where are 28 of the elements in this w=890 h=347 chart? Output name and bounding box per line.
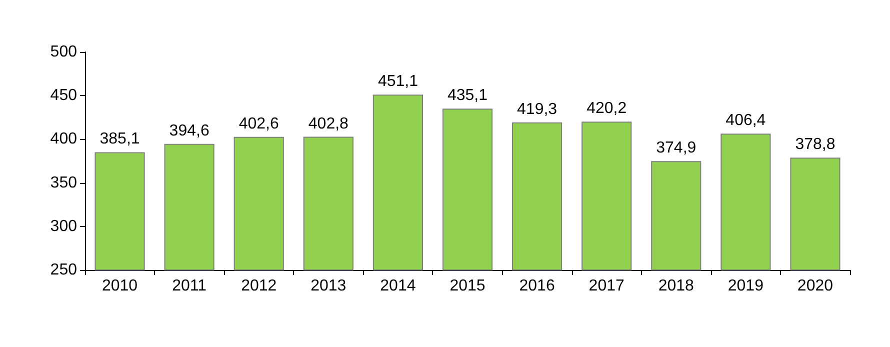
data-label: 374,9 xyxy=(656,140,696,157)
x-tick-label: 2012 xyxy=(241,278,277,294)
y-tick-label: 450 xyxy=(50,87,78,104)
x-tick-label: 2020 xyxy=(797,278,834,294)
data-label: 406,4 xyxy=(726,112,766,130)
y-tick-label: 500 xyxy=(50,44,78,60)
y-tick-label: 300 xyxy=(50,218,78,235)
x-tick-label: 2016 xyxy=(519,278,555,294)
data-label: 420,2 xyxy=(586,100,627,118)
x-tick-label: 2013 xyxy=(310,278,346,294)
x-tick-label: 2018 xyxy=(658,278,694,294)
y-tick-label: 400 xyxy=(50,130,78,148)
data-label: 385,1 xyxy=(100,130,140,148)
x-tick-label: 2015 xyxy=(450,278,486,294)
x-tick-label: 2017 xyxy=(588,278,624,294)
data-label: 419,3 xyxy=(517,100,558,118)
y-tick-label: 350 xyxy=(50,174,78,192)
x-tick-label: 2011 xyxy=(172,278,207,294)
data-label: 402,8 xyxy=(308,115,349,132)
data-label: 402,6 xyxy=(238,115,279,132)
data-label: 394,6 xyxy=(169,122,210,140)
x-tick-label: 2010 xyxy=(102,278,138,294)
x-tick-label: 2014 xyxy=(380,278,416,294)
data-label: 451,1 xyxy=(378,73,418,90)
y-tick-label: 250 xyxy=(50,262,78,278)
data-label: 378,8 xyxy=(795,136,836,154)
x-tick-label: 2019 xyxy=(728,278,764,294)
data-label: 435,1 xyxy=(447,87,488,104)
